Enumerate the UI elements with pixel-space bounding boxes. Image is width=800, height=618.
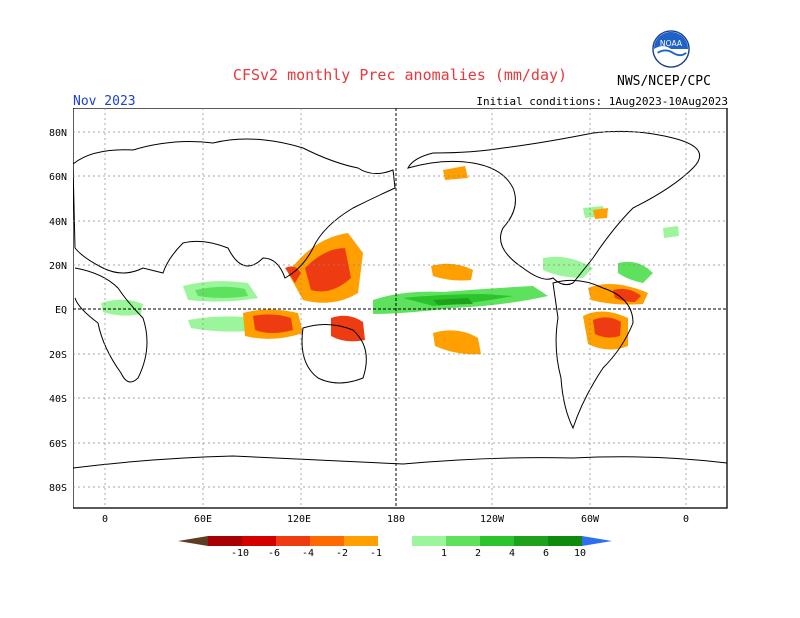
- colorbar-label: -6: [268, 548, 280, 559]
- colorbar-high-arrow: [582, 536, 612, 546]
- coastlines: [73, 130, 728, 469]
- chart-title: CFSv2 monthly Prec anomalies (mm/day): [232, 66, 568, 84]
- colorbar-segment: [412, 536, 446, 546]
- colorbar-segment: [208, 536, 242, 546]
- lat-label: 20N: [49, 261, 67, 272]
- lat-label: 80S: [49, 483, 67, 494]
- colorbar-segment: [344, 536, 378, 546]
- noaa-logo: NOAA: [652, 30, 690, 68]
- colorbar-segment: [378, 536, 412, 546]
- graticule: [73, 108, 727, 508]
- colorbar-label: -4: [302, 548, 314, 559]
- colorbar-segment: [514, 536, 548, 546]
- colorbar-label: 10: [574, 548, 586, 559]
- forecast-month: Nov 2023: [73, 94, 136, 109]
- lat-label: 80N: [49, 128, 67, 139]
- lat-label: 60S: [49, 439, 67, 450]
- colorbar-label: 2: [475, 548, 481, 559]
- colorbar-segment: [446, 536, 480, 546]
- colorbar-label: 1: [441, 548, 447, 559]
- precip-anomaly-map: [73, 108, 728, 509]
- lat-label: 40N: [49, 217, 67, 228]
- colorbar-low-arrow: [178, 536, 208, 546]
- colorbar-label: -1: [370, 548, 382, 559]
- colorbar-label: -10: [231, 548, 249, 559]
- lat-label: 20S: [49, 350, 67, 361]
- colorbar: -10 -6 -4 -2 -1 1 2 4 6 10: [178, 536, 612, 559]
- initial-conditions: Initial conditions: 1Aug2023-10Aug2023: [476, 95, 728, 108]
- colorbar-label: -2: [336, 548, 348, 559]
- logo-text: NOAA: [660, 39, 683, 48]
- colorbar-segment: [548, 536, 582, 546]
- lat-label: 40S: [49, 394, 67, 405]
- lat-label: EQ: [55, 305, 67, 316]
- colorbar-segment: [310, 536, 344, 546]
- colorbar-segment: [276, 536, 310, 546]
- lat-label: 60N: [49, 172, 67, 183]
- anomaly-shading: [101, 166, 679, 355]
- colorbar-label: 6: [543, 548, 549, 559]
- agency-label: NWS/NCEP/CPC: [617, 74, 711, 89]
- colorbar-segment: [480, 536, 514, 546]
- colorbar-segment: [242, 536, 276, 546]
- colorbar-label: 4: [509, 548, 515, 559]
